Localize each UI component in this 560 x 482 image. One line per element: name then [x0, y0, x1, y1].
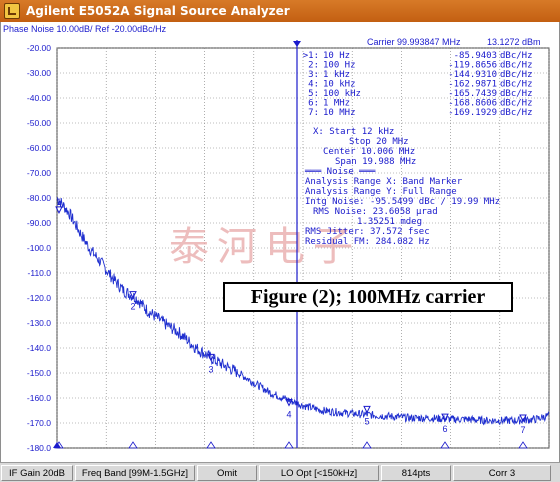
figure-caption: Figure (2); 100MHz carrier [223, 282, 513, 312]
y-tick-label: -150.0 [27, 368, 51, 378]
window-titlebar[interactable]: Agilent E5052A Signal Source Analyzer [0, 0, 560, 23]
status-correction[interactable]: Corr 3 [453, 464, 551, 481]
marker-table-value: -162.9871 [448, 80, 497, 90]
annotation-line: 1.35251 mdeg [357, 217, 422, 227]
marker-2-icon[interactable] [129, 291, 137, 299]
chart-header-center: Carrier 99.993847 MHz [367, 37, 461, 47]
annotation-line: X: Start 12 kHz [313, 127, 394, 137]
annotation-line: RMS Jitter: 37.572 fsec [305, 227, 430, 237]
annotation-line: Residual FM: 284.082 Hz [305, 237, 430, 247]
status-points[interactable]: 814pts [381, 464, 451, 481]
marker-4-label: 4 [286, 409, 291, 419]
y-tick-label: -140.0 [27, 343, 51, 353]
phase-noise-chart: Phase Noise 10.00dB/ Ref -20.00dBc/Hz Ca… [3, 24, 550, 453]
marker-table-id: 4: [308, 80, 319, 90]
marker-table-value: -168.8606 [448, 99, 497, 109]
marker-2-label: 2 [130, 302, 135, 312]
marker-table-value: -119.8656 [448, 61, 497, 71]
status-omit[interactable]: Omit [197, 464, 257, 481]
marker-table-id: 2: [308, 61, 319, 71]
marker-table-value: -169.1929 [448, 108, 497, 118]
marker-4-icon[interactable] [285, 398, 293, 407]
marker-table-unit: dBc/Hz [500, 108, 533, 118]
marker-table-unit: dBc/Hz [500, 89, 533, 99]
marker-6-icon[interactable] [441, 413, 449, 422]
annotation-line: Intg Noise: -95.5499 dBc / 19.99 MHz [305, 197, 500, 207]
marker-table-unit: dBc/Hz [500, 61, 533, 71]
status-lo-opt[interactable]: LO Opt [<150kHz] [259, 464, 379, 481]
marker-band-pointer-icon[interactable] [293, 41, 301, 47]
marker-table-id: 3: [308, 70, 319, 80]
y-tick-label: -70.00 [27, 168, 51, 178]
annotation-line: Span 19.988 MHz [335, 157, 416, 167]
y-tick-label: -60.00 [27, 143, 51, 153]
analyzer-screen: Phase Noise 10.00dB/ Ref -20.00dBc/Hz Ca… [0, 22, 560, 462]
marker-table-freq: 100 kHz [323, 89, 361, 99]
marker-table-id: >1: [303, 51, 319, 61]
marker-table-freq: 1 MHz [323, 99, 350, 109]
marker-5-axis-icon [362, 441, 372, 449]
marker-table-unit: dBc/Hz [500, 51, 533, 61]
marker-3-icon[interactable] [207, 353, 215, 362]
marker-6-axis-icon [440, 441, 450, 449]
annotation-line: Analysis Range X: Band Marker [305, 177, 463, 187]
marker-6-label: 6 [442, 424, 447, 434]
status-if-gain[interactable]: IF Gain 20dB [1, 464, 73, 481]
marker-3-axis-icon [206, 441, 216, 449]
marker-1-label: 1 [56, 197, 61, 207]
status-bar: IF Gain 20dB Freq Band [99M-1.5GHz] Omit… [0, 462, 560, 482]
annotation-line: RMS Noise: 23.6058 µrad [313, 207, 438, 217]
marker-table-freq: 1 kHz [323, 70, 350, 80]
y-tick-label: -20.00 [27, 43, 51, 53]
marker-3-label: 3 [208, 364, 213, 374]
y-tick-label: -110.0 [28, 268, 52, 278]
y-tick-label: -180.0 [27, 443, 51, 453]
y-tick-label: -80.00 [27, 193, 51, 203]
marker-table-freq: 10 Hz [323, 51, 350, 61]
start-pointer-icon [53, 442, 61, 448]
marker-5-label: 5 [364, 416, 369, 426]
status-freq-band[interactable]: Freq Band [99M-1.5GHz] [75, 464, 195, 481]
marker-7-label: 7 [520, 425, 525, 435]
marker-table-value: -85.9403 [454, 51, 497, 61]
window-title: Agilent E5052A Signal Source Analyzer [26, 4, 290, 18]
marker-table-value: -165.7439 [448, 89, 497, 99]
annotation-line: Center 10.006 MHz [323, 147, 415, 157]
marker-table-id: 7: [308, 108, 319, 118]
marker-5-icon[interactable] [363, 405, 371, 414]
phase-noise-trace [56, 197, 550, 426]
marker-7-axis-icon [518, 441, 528, 449]
annotation-line: Analysis Range Y: Full Range [305, 187, 457, 197]
y-tick-label: -40.00 [27, 93, 51, 103]
marker-4-axis-icon [284, 441, 294, 449]
y-tick-label: -160.0 [27, 393, 51, 403]
chart-header-left: Phase Noise 10.00dB/ Ref -20.00dBc/Hz [3, 24, 167, 34]
marker-table-freq: 100 Hz [323, 61, 356, 71]
y-tick-label: -30.00 [27, 68, 51, 78]
marker-table-unit: dBc/Hz [500, 70, 533, 80]
marker-table-id: 5: [308, 89, 319, 99]
y-tick-label: -170.0 [27, 418, 51, 428]
y-tick-label: -120.0 [27, 293, 51, 303]
marker-table-id: 6: [308, 99, 319, 109]
marker-7-icon[interactable] [519, 414, 527, 423]
y-tick-label: -100.0 [27, 243, 51, 253]
app-icon [4, 3, 20, 19]
marker-table-freq: 10 MHz [323, 108, 356, 118]
annotation-line: ═══ Noise ═══ [304, 167, 376, 177]
marker-1-icon[interactable] [55, 206, 63, 214]
y-tick-label: -130.0 [27, 318, 51, 328]
marker-2-axis-icon [128, 441, 138, 449]
y-tick-label: -50.00 [27, 118, 51, 128]
annotation-line: Stop 20 MHz [349, 137, 409, 147]
y-tick-label: -90.00 [27, 218, 51, 228]
chart-header-right: 13.1272 dBm [487, 37, 541, 47]
watermark-text: 泰河电子 [169, 224, 361, 270]
marker-table-unit: dBc/Hz [500, 99, 533, 109]
marker-table-freq: 10 kHz [323, 80, 356, 90]
marker-table-value: -144.9310 [448, 70, 497, 80]
marker-table-unit: dBc/Hz [500, 80, 533, 90]
